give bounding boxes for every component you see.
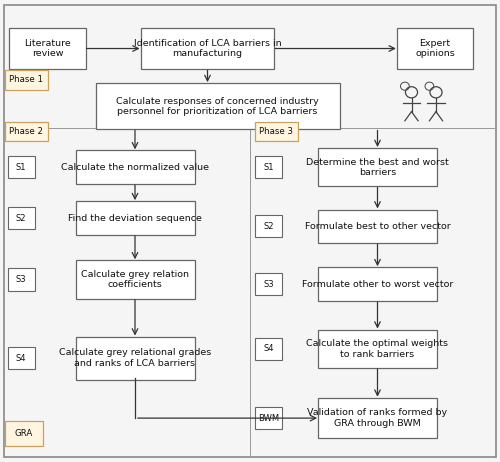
Text: S2: S2 [263,222,274,231]
Text: Calculate grey relation
coefficients: Calculate grey relation coefficients [81,270,189,289]
FancyBboxPatch shape [10,28,86,69]
FancyBboxPatch shape [255,338,282,360]
Text: Determine the best and worst
barriers: Determine the best and worst barriers [306,158,449,177]
FancyBboxPatch shape [8,207,34,229]
FancyBboxPatch shape [76,336,194,380]
Text: Calculate the optimal weights
to rank barriers: Calculate the optimal weights to rank ba… [306,339,448,359]
FancyBboxPatch shape [4,421,43,446]
FancyBboxPatch shape [318,267,437,301]
FancyBboxPatch shape [255,215,282,237]
Text: Calculate grey relational grades
and ranks of LCA barriers: Calculate grey relational grades and ran… [59,348,211,368]
Text: Calculate the normalized value: Calculate the normalized value [61,163,209,172]
FancyBboxPatch shape [255,156,282,178]
Text: S3: S3 [16,275,26,284]
Text: BWM: BWM [258,413,279,423]
Text: S1: S1 [263,163,274,172]
FancyBboxPatch shape [397,28,473,69]
Text: S3: S3 [263,280,274,289]
FancyBboxPatch shape [4,5,496,457]
FancyBboxPatch shape [76,201,194,235]
FancyBboxPatch shape [318,398,437,438]
Text: Identification of LCA barriers in
manufacturing: Identification of LCA barriers in manufa… [134,39,282,58]
Text: S2: S2 [16,213,26,223]
FancyBboxPatch shape [318,330,437,368]
FancyBboxPatch shape [8,268,34,291]
Text: S1: S1 [16,163,26,172]
Text: Phase 3: Phase 3 [259,127,293,136]
FancyBboxPatch shape [8,347,34,369]
FancyBboxPatch shape [8,156,34,178]
Text: Find the deviation sequence: Find the deviation sequence [68,213,202,223]
FancyBboxPatch shape [4,70,48,90]
Text: Validation of ranks formed by
GRA through BWM: Validation of ranks formed by GRA throug… [308,408,448,428]
FancyBboxPatch shape [140,28,274,69]
FancyBboxPatch shape [254,122,298,141]
FancyBboxPatch shape [318,148,437,186]
Text: Formulate other to worst vector: Formulate other to worst vector [302,280,453,289]
Text: Expert
opinions: Expert opinions [415,39,455,58]
Text: S4: S4 [16,353,26,363]
FancyBboxPatch shape [318,210,437,243]
FancyBboxPatch shape [255,407,282,429]
Text: Formulate best to other vector: Formulate best to other vector [304,222,450,231]
FancyBboxPatch shape [4,122,48,141]
FancyBboxPatch shape [76,150,194,184]
Text: Calculate responses of concerned industry
personnel for prioritization of LCA ba: Calculate responses of concerned industr… [116,97,319,116]
Text: Phase 1: Phase 1 [9,75,43,85]
FancyBboxPatch shape [96,83,340,129]
Text: Phase 2: Phase 2 [9,127,43,136]
FancyBboxPatch shape [255,273,282,295]
Text: S4: S4 [263,344,274,353]
Text: GRA: GRA [14,429,32,438]
FancyBboxPatch shape [76,261,194,298]
Text: Literature
review: Literature review [24,39,71,58]
